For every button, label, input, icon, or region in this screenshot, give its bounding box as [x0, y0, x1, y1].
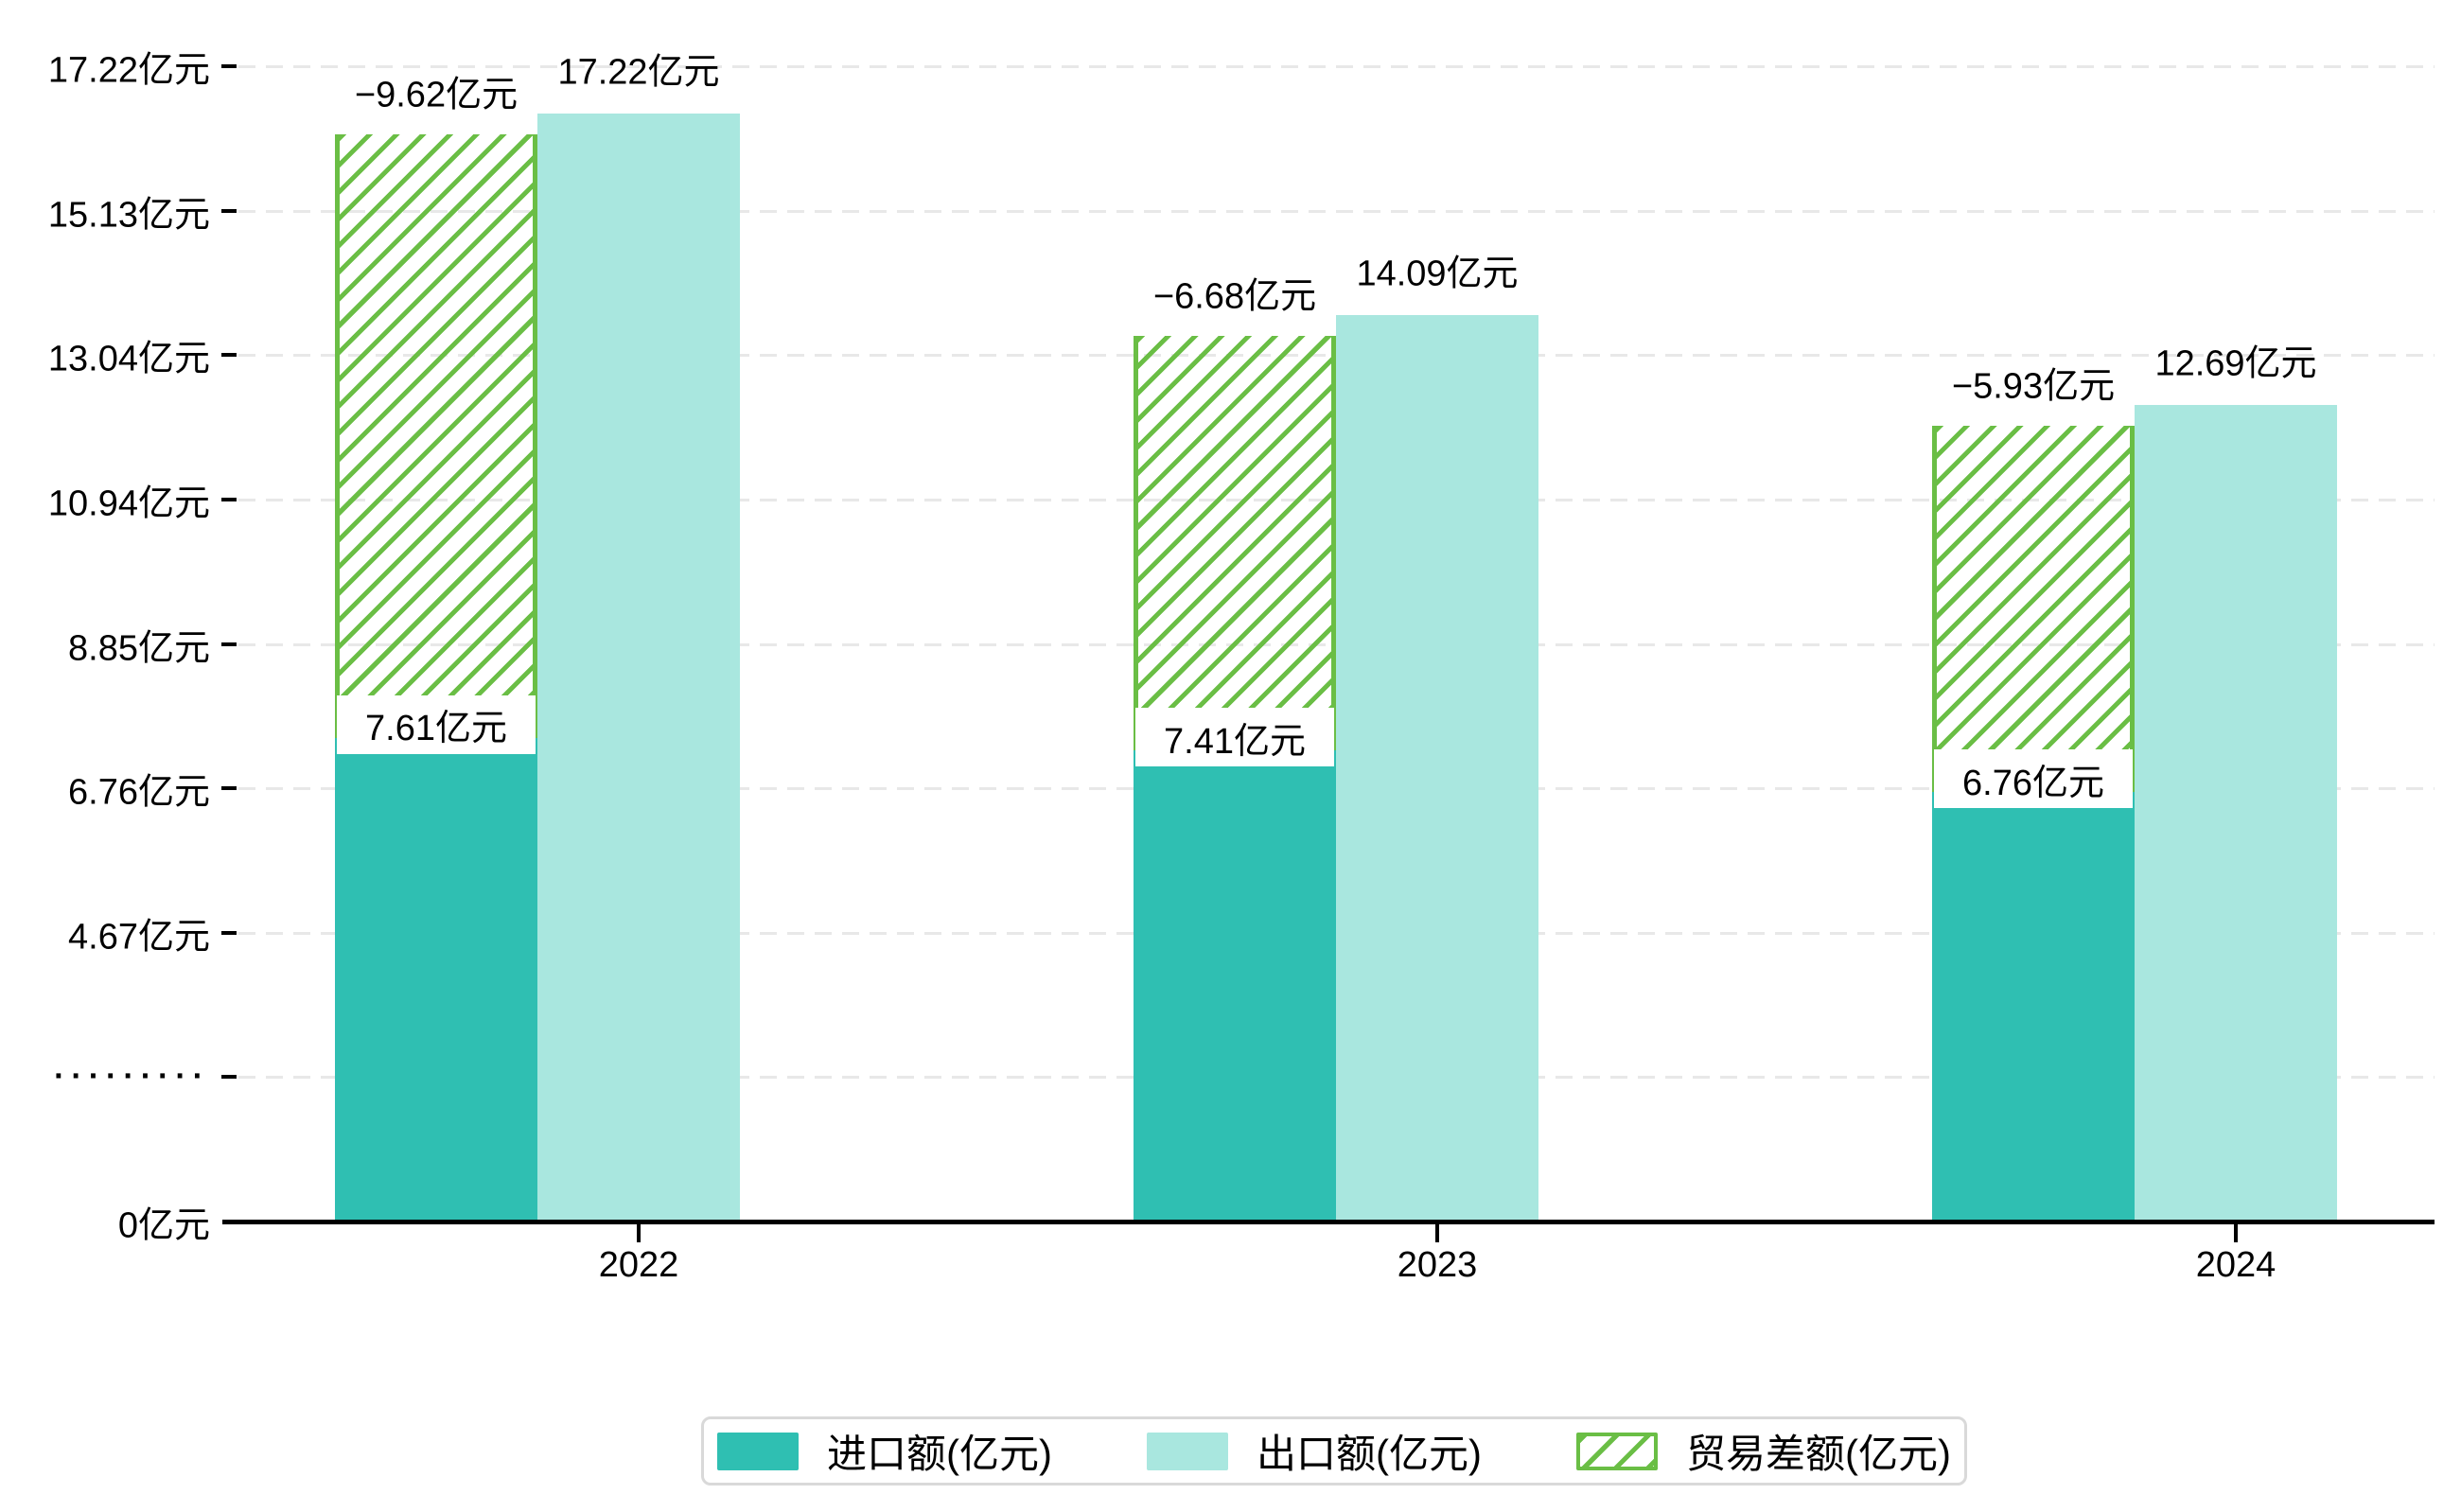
trade-balance-bar [1134, 335, 1336, 751]
import-swatch-icon [717, 1432, 799, 1470]
legend-item-export: 出口额(亿元) [1147, 1422, 1482, 1480]
y-axis-tick [221, 208, 237, 213]
export-bar [537, 114, 740, 1222]
export-value-label: 12.69亿元 [2154, 343, 2317, 384]
x-axis-label: 2024 [2195, 1245, 2276, 1285]
export-swatch-icon [1147, 1432, 1228, 1470]
import-value-label: 6.76亿元 [1934, 749, 2133, 809]
legend-label-export: 出口额(亿元) [1257, 1432, 1482, 1476]
y-axis-label: 17.22亿元 [47, 50, 210, 91]
y-axis-tick [221, 786, 237, 791]
gridline [238, 209, 2435, 213]
x-axis-tick [2234, 1222, 2238, 1242]
export-bar [2135, 405, 2337, 1222]
x-axis-label: 2023 [1397, 1245, 1478, 1285]
trade-balance-bar [335, 134, 537, 738]
legend-item-import: 进口额(亿元) [717, 1422, 1052, 1480]
y-axis-tick [221, 930, 237, 935]
x-axis-label: 2022 [598, 1245, 679, 1285]
import-bar [335, 731, 537, 1222]
import-bar [1932, 786, 2135, 1222]
export-bar [1336, 314, 1538, 1222]
y-axis-tick [221, 64, 237, 68]
y-axis-label: 10.94亿元 [47, 483, 210, 524]
legend-item-balance: 贸易差额(亿元) [1576, 1422, 1951, 1480]
y-axis-label: 0亿元 [117, 1205, 210, 1246]
legend: 进口额(亿元) 出口额(亿元) 贸易差额(亿元) [701, 1416, 1967, 1486]
x-axis-line [222, 1220, 2435, 1224]
legend-label-balance: 贸易差额(亿元) [1686, 1432, 1951, 1476]
y-axis-label: 6.76亿元 [68, 772, 210, 813]
export-value-label: 17.22亿元 [557, 52, 720, 93]
import-value-label: 7.41亿元 [1135, 708, 1334, 767]
export-value-label: 14.09亿元 [1356, 254, 1519, 294]
y-axis-label: 4.67亿元 [68, 917, 210, 958]
y-axis-label: 13.04亿元 [47, 339, 210, 379]
x-axis-tick [1435, 1222, 1439, 1242]
y-axis-tick [221, 642, 237, 646]
y-axis-label: 8.85亿元 [68, 628, 210, 668]
trade-balance-swatch-icon [1576, 1432, 1658, 1470]
trade-balance-value-label: −9.62亿元 [354, 75, 519, 115]
gridline [238, 65, 2435, 68]
trade-balance-value-label: −6.68亿元 [1152, 276, 1317, 317]
y-axis-label: ········· [54, 1058, 210, 1095]
legend-label-import: 进口额(亿元) [827, 1432, 1052, 1476]
y-axis-tick [221, 353, 237, 358]
y-axis-tick [221, 497, 237, 501]
trade-balance-value-label: −5.93亿元 [1951, 366, 2116, 407]
import-value-label: 7.61亿元 [337, 694, 536, 754]
trade-balance-bar [1932, 426, 2135, 793]
import-bar [1134, 745, 1336, 1222]
y-axis-tick [221, 1075, 237, 1080]
x-axis-tick [637, 1222, 641, 1242]
y-axis-label: 15.13亿元 [47, 195, 210, 236]
